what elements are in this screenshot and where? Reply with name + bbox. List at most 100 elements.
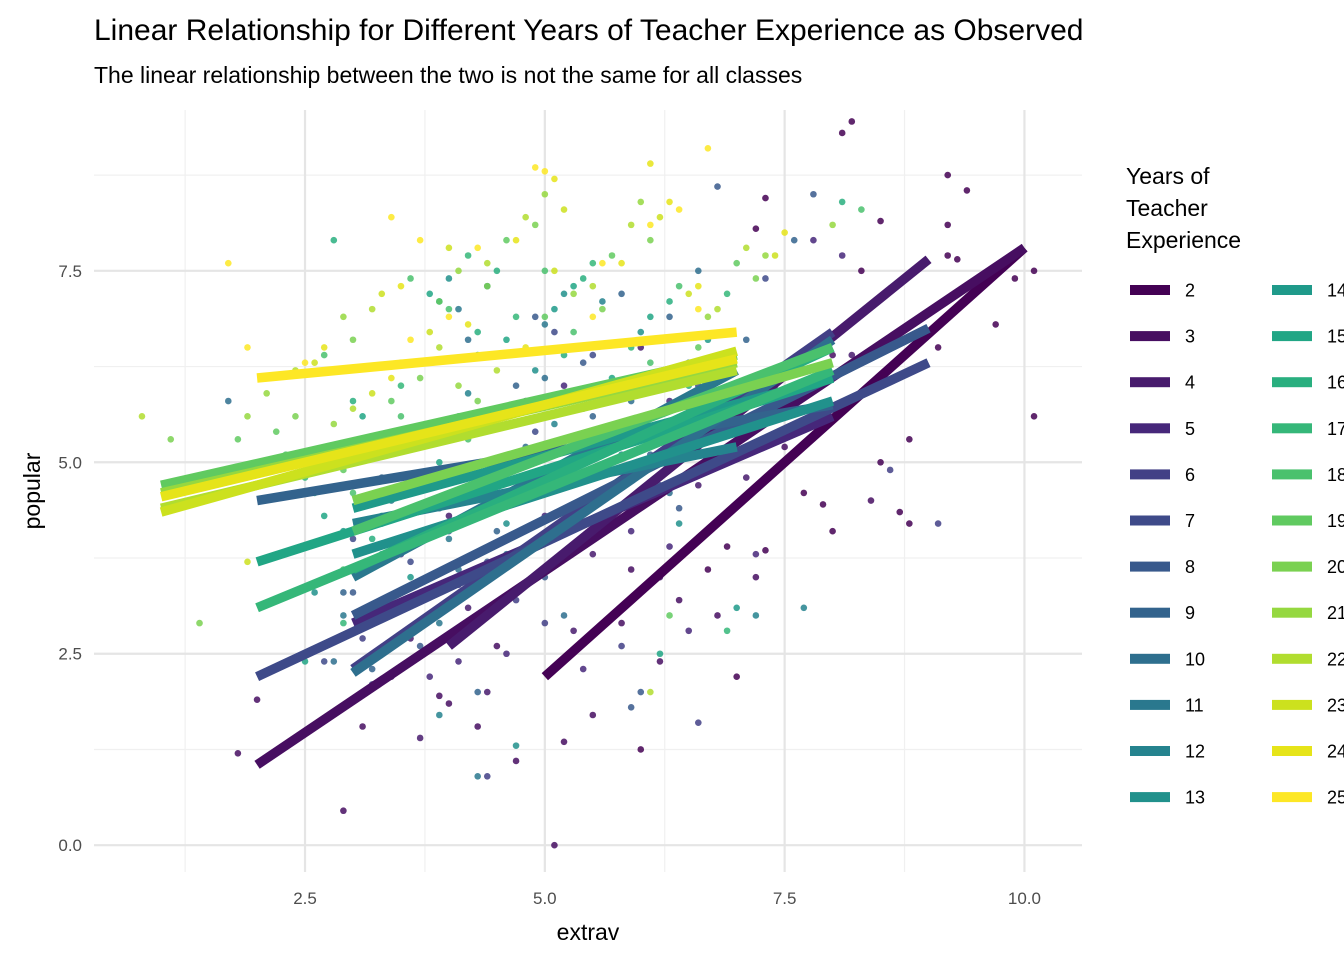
legend-item: 19 [1272, 511, 1344, 531]
data-point [349, 397, 357, 405]
legend-item: 17 [1272, 419, 1344, 439]
data-point [503, 236, 510, 244]
data-point [733, 259, 740, 267]
data-point [311, 589, 318, 596]
data-point [723, 543, 731, 550]
data-point [810, 236, 817, 244]
chart-title: Linear Relationship for Different Years … [94, 14, 1083, 47]
data-point [685, 290, 693, 298]
data-point [483, 282, 491, 290]
legend-item: 2 [1130, 281, 1195, 301]
data-point [551, 305, 558, 313]
data-point [589, 351, 597, 359]
data-point [493, 267, 501, 275]
data-point [455, 305, 462, 313]
data-point [714, 612, 721, 619]
data-point [416, 642, 424, 650]
data-point [474, 688, 481, 696]
data-point [944, 252, 952, 259]
data-point [810, 190, 817, 198]
data-point [167, 436, 175, 443]
data-point [647, 236, 654, 244]
data-point [762, 194, 769, 202]
data-point [512, 382, 520, 389]
fit-line [351, 358, 834, 506]
data-point [666, 313, 673, 321]
legend-label: 12 [1185, 742, 1205, 762]
data-point [637, 328, 645, 336]
legend-item: 5 [1130, 419, 1195, 439]
data-point [224, 397, 232, 405]
data-point [858, 206, 865, 213]
data-point [483, 259, 491, 267]
data-point [541, 167, 549, 175]
legend-title-line: Teacher [1126, 195, 1208, 221]
data-point [790, 236, 798, 244]
legend-label: 21 [1327, 603, 1344, 623]
data-point [589, 259, 597, 267]
data-point [599, 259, 606, 267]
data-point [589, 550, 597, 558]
data-point [618, 642, 625, 650]
legend-label: 14 [1327, 281, 1344, 301]
data-point [234, 436, 242, 443]
data-point [340, 619, 347, 627]
data-point [493, 527, 501, 535]
data-point [704, 313, 712, 321]
data-point [829, 351, 836, 359]
data-point [742, 474, 750, 481]
data-point [272, 428, 280, 435]
data-point [503, 650, 510, 658]
fit-line [541, 244, 1028, 681]
data-point [589, 313, 597, 321]
data-point [695, 267, 702, 275]
data-point [675, 206, 683, 213]
data-point [570, 290, 577, 298]
data-point [551, 328, 558, 336]
data-point [800, 489, 808, 497]
legend-label: 13 [1185, 788, 1205, 808]
data-point [244, 413, 251, 420]
data-point [752, 225, 760, 233]
data-point [512, 742, 520, 749]
legend-item: 24 [1272, 742, 1344, 762]
data-point [675, 520, 683, 527]
data-point [560, 738, 568, 746]
data-point [464, 390, 472, 397]
data-point [407, 573, 414, 581]
data-point [752, 550, 760, 558]
data-point [647, 688, 654, 696]
data-point [771, 252, 779, 259]
data-point [445, 313, 453, 321]
data-point [695, 481, 702, 489]
data-point [244, 344, 251, 351]
data-point [579, 275, 587, 282]
legend-item: 12 [1130, 742, 1205, 762]
data-point [436, 344, 443, 351]
legend-label: 17 [1327, 419, 1344, 439]
data-point [781, 229, 788, 236]
x-tick-label: 5.0 [533, 889, 557, 908]
data-point [224, 259, 232, 267]
legend-swatch [1272, 469, 1312, 480]
data-point [340, 807, 347, 815]
legend-item: 13 [1130, 788, 1205, 808]
legend-swatch [1272, 561, 1312, 572]
data-point [445, 700, 453, 707]
data-point [349, 489, 357, 497]
data-point [349, 405, 357, 412]
data-point [541, 374, 549, 382]
legend-swatch [1130, 331, 1170, 342]
data-point [426, 290, 434, 298]
data-point [378, 290, 386, 298]
legend-swatch [1272, 607, 1312, 618]
legend-label: 24 [1327, 742, 1344, 762]
data-point [138, 413, 146, 420]
grid-major [94, 110, 1082, 872]
data-point [368, 390, 376, 397]
data-point [704, 566, 712, 573]
data-point [359, 723, 366, 730]
legend-label: 23 [1327, 695, 1344, 715]
data-point [656, 650, 664, 658]
